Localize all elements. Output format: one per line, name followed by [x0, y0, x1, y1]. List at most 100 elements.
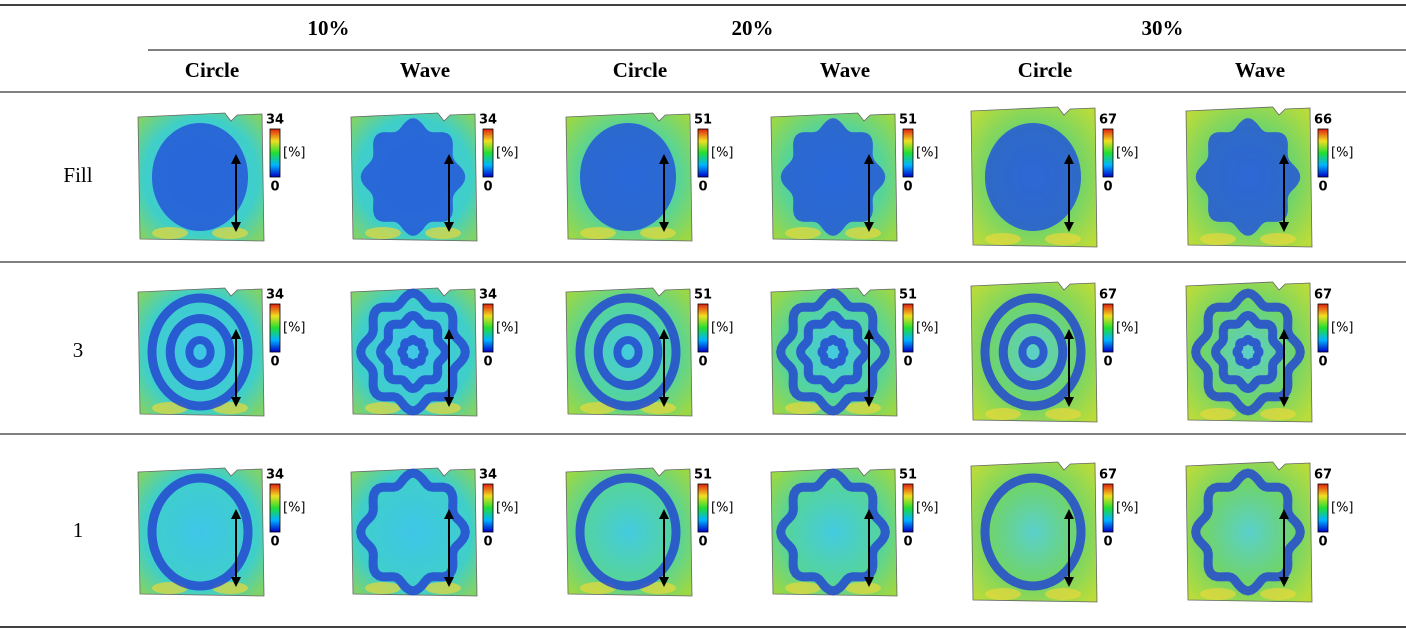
colorbar-max: 67 [1099, 468, 1117, 483]
pattern [360, 118, 466, 236]
pattern-ring [776, 288, 890, 416]
pattern [1195, 118, 1301, 236]
pattern-ring [1211, 310, 1285, 394]
column-header: Wave [400, 58, 450, 82]
colorbar-unit: [%] [1116, 321, 1139, 336]
column-header: Wave [820, 58, 870, 82]
row-label: 1 [73, 518, 84, 542]
colorbar-min: 0 [483, 180, 492, 195]
strain-map: 67 [%] 0 [970, 281, 1139, 423]
hotspot [1200, 588, 1236, 600]
colorbar [269, 303, 281, 353]
colorbar [482, 303, 494, 353]
colorbar [269, 483, 281, 533]
colorbar-max: 67 [1314, 468, 1332, 483]
hotspot [1260, 233, 1296, 245]
colorbar [269, 128, 281, 178]
specimen [770, 287, 898, 417]
pattern [985, 123, 1081, 231]
colorbar [1102, 128, 1114, 178]
hotspot [365, 402, 401, 414]
hotspot [845, 227, 881, 239]
strain-map: 51 [%] 0 [565, 113, 734, 242]
strain-map: 51 [%] 0 [770, 113, 939, 242]
strain-map: 51 [%] 0 [565, 288, 734, 417]
colorbar-max: 34 [479, 288, 497, 303]
group-header: 10% [308, 16, 350, 40]
hotspot [365, 227, 401, 239]
colorbar-unit: [%] [496, 501, 519, 516]
pattern-ring [397, 335, 429, 369]
hotspot [1045, 588, 1081, 600]
colorbar-min: 0 [698, 355, 707, 370]
colorbar-max: 34 [479, 113, 497, 128]
pattern-ring [1018, 336, 1048, 368]
hotspot [785, 227, 821, 239]
colorbar-min: 0 [483, 535, 492, 550]
colorbar [697, 303, 709, 353]
specimen [350, 287, 478, 417]
colorbar-unit: [%] [711, 146, 734, 161]
pattern-ring [980, 293, 1086, 411]
colorbar-unit: [%] [916, 501, 939, 516]
colorbar [1102, 303, 1114, 353]
colorbar-max: 51 [899, 468, 917, 483]
colorbar-unit: [%] [283, 501, 306, 516]
row-label: 3 [73, 338, 84, 362]
strain-map: 34 [%] 0 [137, 468, 306, 597]
hotspot [1045, 408, 1081, 420]
colorbar-min: 0 [1103, 355, 1112, 370]
hotspot [1200, 408, 1236, 420]
colorbar-max: 67 [1099, 288, 1117, 303]
column-header: Circle [613, 58, 667, 82]
colorbar-max: 51 [694, 468, 712, 483]
hotspot [985, 233, 1021, 245]
specimen [770, 467, 898, 597]
colorbar [697, 128, 709, 178]
colorbar [1102, 483, 1114, 533]
group-header: 20% [732, 16, 774, 40]
pattern-ring [817, 335, 849, 369]
row-label: Fill [63, 163, 92, 187]
colorbar-min: 0 [903, 355, 912, 370]
hotspot [985, 408, 1021, 420]
colorbar-max: 67 [1314, 288, 1332, 303]
column-header: Circle [185, 58, 239, 82]
column-header: Wave [1235, 58, 1285, 82]
colorbar-max: 51 [694, 113, 712, 128]
colorbar-unit: [%] [711, 321, 734, 336]
strain-map: 51 [%] 0 [770, 467, 939, 597]
column-header: Circle [1018, 58, 1072, 82]
hotspot [425, 227, 461, 239]
hotspot [640, 227, 676, 239]
pattern-ring [980, 473, 1086, 591]
pattern-ring [376, 310, 450, 394]
colorbar-unit: [%] [711, 501, 734, 516]
colorbar-min: 0 [903, 180, 912, 195]
colorbar-max: 67 [1099, 113, 1117, 128]
colorbar-unit: [%] [283, 321, 306, 336]
strain-map: 67 [%] 0 [970, 106, 1139, 248]
hotspot [425, 582, 461, 594]
hotspot [1200, 233, 1236, 245]
colorbar-min: 0 [1103, 180, 1112, 195]
group-header: 30% [1142, 16, 1184, 40]
colorbar-unit: [%] [1331, 501, 1354, 516]
pattern-ring [165, 313, 235, 391]
hotspot [1260, 588, 1296, 600]
pattern-ring [356, 288, 470, 416]
colorbar [482, 483, 494, 533]
colorbar-min: 0 [1318, 355, 1327, 370]
colorbar-max: 66 [1314, 113, 1332, 128]
strain-map: 66 [%] 0 [1185, 106, 1354, 248]
pattern-ring [1191, 468, 1305, 596]
hotspot [152, 227, 188, 239]
specimen [350, 467, 478, 597]
hotspot [1045, 233, 1081, 245]
pattern-ring [593, 313, 663, 391]
strain-map: 34 [%] 0 [137, 288, 306, 417]
hotspot [1260, 408, 1296, 420]
colorbar [902, 303, 914, 353]
hotspot [785, 402, 821, 414]
